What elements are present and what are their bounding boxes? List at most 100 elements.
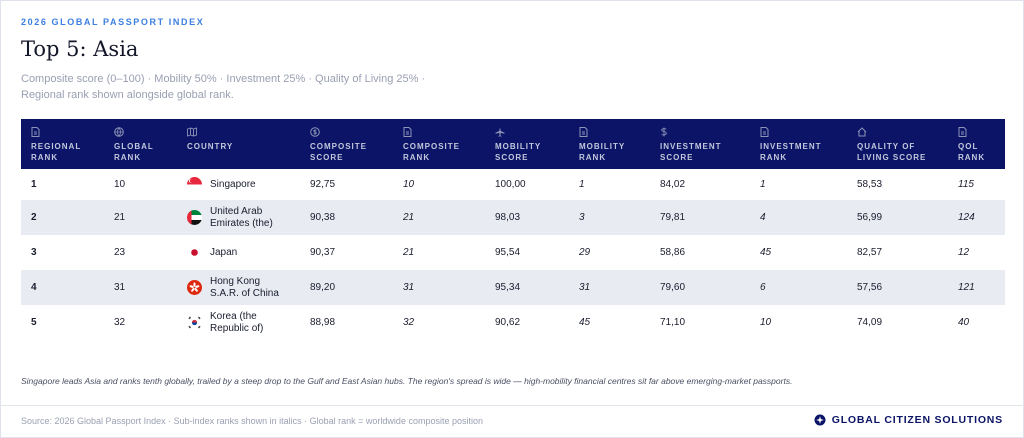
table-row: 1 10 Singapore 92,75 10 100,00 1 84,02 1 58,53 115 (21, 169, 1005, 200)
cell-investment-score: 71,10 (660, 317, 686, 328)
cell-composite-score: 88,98 (310, 317, 336, 328)
column-header-qol-score: QUALITY OF LIVING SCORE (847, 119, 948, 169)
cell-global-rank: 31 (114, 282, 126, 293)
column-header-qol-rank: QOL RANK (948, 119, 1005, 169)
cell-country: Korea (the Republic of) (177, 305, 300, 340)
document-icon (760, 127, 837, 138)
column-header-label: MOBILITY SCORE (495, 142, 542, 162)
column-header-label: COMPOSITE RANK (403, 142, 461, 162)
country-name: Korea (the Republic of) (210, 310, 264, 334)
cell-composite-rank: 21 (403, 247, 415, 258)
cell-global-rank: 21 (114, 212, 126, 223)
document-icon (31, 127, 94, 138)
table-row: 3 23 Japan 90,37 21 95,54 29 58,86 45 82,57 12 (21, 235, 1005, 270)
column-header-label: REGIONAL RANK (31, 142, 82, 162)
ranking-table: REGIONAL RANK GLOBAL RANK COUNTRY COMPOSITE… (21, 119, 1005, 340)
table-header-row: REGIONAL RANK GLOBAL RANK COUNTRY COMPOSITE… (21, 119, 1005, 169)
column-header-label: QOL RANK (958, 142, 986, 162)
subtitle-line-1: Composite score (0–100) · Mobility 50% ·… (21, 73, 426, 85)
cell-country: Singapore (177, 169, 300, 200)
cell-mobility-score: 90,62 (495, 317, 521, 328)
page-title: Top 5: Asia (21, 37, 139, 61)
column-header-label: COMPOSITE SCORE (310, 142, 368, 162)
country-name: Japan (210, 246, 238, 258)
country-cell: Hong Kong S.A.R. of China (187, 276, 290, 300)
cell-regional-rank: 3 (31, 247, 37, 258)
cell-mobility-score: 100,00 (495, 179, 526, 190)
map-icon (187, 127, 290, 138)
cell-qol-score: 58,53 (857, 179, 883, 190)
cell-global-rank: 32 (114, 317, 126, 328)
column-header-mobility-rank: MOBILITY RANK (569, 119, 650, 169)
cell-regional-rank: 1 (31, 179, 37, 190)
country-cell: United Arab Emirates (the) (187, 206, 290, 230)
cell-global-rank: 23 (114, 247, 126, 258)
cell-qol-score: 82,57 (857, 247, 883, 258)
cell-composite-score: 90,37 (310, 247, 336, 258)
cell-composite-score: 90,38 (310, 212, 336, 223)
compass-logo-icon (814, 414, 826, 426)
column-header-label: COUNTRY (187, 142, 234, 151)
cell-mobility-rank: 45 (579, 317, 591, 328)
cell-composite-score: 89,20 (310, 282, 336, 293)
column-header-composite-rank: COMPOSITE RANK (393, 119, 485, 169)
column-header-composite-score: COMPOSITE SCORE (300, 119, 393, 169)
cell-country: Japan (177, 235, 300, 270)
cell-composite-rank: 32 (403, 317, 415, 328)
cell-investment-rank: 10 (760, 317, 772, 328)
cell-mobility-score: 98,03 (495, 212, 521, 223)
cell-qol-score: 57,56 (857, 282, 883, 293)
subtitle-line-2: Regional rank shown alongside global ran… (21, 89, 234, 101)
cell-investment-rank: 4 (760, 212, 766, 223)
cell-mobility-rank: 31 (579, 282, 591, 293)
cell-qol-rank: 124 (958, 212, 975, 223)
cell-mobility-score: 95,54 (495, 247, 521, 258)
cell-global-rank: 10 (114, 179, 126, 190)
plane-icon (495, 127, 559, 138)
cell-investment-rank: 1 (760, 179, 766, 190)
cell-investment-score: 79,60 (660, 282, 686, 293)
cell-investment-rank: 45 (760, 247, 772, 258)
document-icon (958, 127, 995, 138)
cell-qol-score: 56,99 (857, 212, 883, 223)
table-body: 1 10 Singapore 92,75 10 100,00 1 84,02 1 58,53 115… (21, 169, 1005, 340)
cell-regional-rank: 2 (31, 212, 37, 223)
uae-flag-icon (187, 210, 202, 225)
dollar-icon (660, 127, 740, 138)
column-header-label: QUALITY OF LIVING SCORE (857, 142, 927, 162)
singapore-flag-icon (187, 177, 202, 192)
hong-kong-flag-icon (187, 280, 202, 295)
cell-investment-score: 58,86 (660, 247, 686, 258)
column-header-label: INVESTMENT SCORE (660, 142, 722, 162)
cell-composite-score: 92,75 (310, 179, 336, 190)
country-name: Hong Kong S.A.R. of China (210, 275, 279, 299)
cell-qol-rank: 12 (958, 247, 970, 258)
column-header-country: COUNTRY (177, 119, 300, 169)
subtitle: Composite score (0–100) · Mobility 50% ·… (21, 71, 425, 103)
home-icon (857, 127, 938, 138)
cell-composite-rank: 31 (403, 282, 415, 293)
globe-icon (114, 127, 167, 138)
report-kicker: 2026 GLOBAL PASSPORT INDEX (21, 17, 205, 27)
cell-composite-rank: 10 (403, 179, 415, 190)
cell-regional-rank: 5 (31, 317, 37, 328)
country-cell: Japan (187, 245, 290, 260)
cell-mobility-score: 95,34 (495, 282, 521, 293)
chart-note: Singapore leads Asia and ranks tenth glo… (21, 376, 793, 386)
brand-name: GLOBAL CITIZEN SOLUTIONS (831, 414, 1003, 426)
column-header-mobility-score: MOBILITY SCORE (485, 119, 569, 169)
column-header-label: MOBILITY RANK (579, 142, 626, 162)
table-row: 2 21 United Arab Emirates (the) 90,38 21 98,0… (21, 200, 1005, 235)
country-name: United Arab Emirates (the) (210, 205, 273, 229)
column-header-investment-rank: INVESTMENT RANK (750, 119, 847, 169)
table-row: 5 32 Korea (the Republic of) 88,98 32 90,62 45… (21, 305, 1005, 340)
source-note: Source: 2026 Global Passport Index · Sub… (21, 416, 483, 426)
column-header-investment-score: INVESTMENT SCORE (650, 119, 750, 169)
document-icon (403, 127, 475, 138)
brand-logo: GLOBAL CITIZEN SOLUTIONS (814, 414, 1003, 426)
column-header-label: GLOBAL RANK (114, 142, 154, 162)
cell-mobility-rank: 1 (579, 179, 585, 190)
cell-investment-rank: 6 (760, 282, 766, 293)
column-header-global-rank: GLOBAL RANK (104, 119, 177, 169)
